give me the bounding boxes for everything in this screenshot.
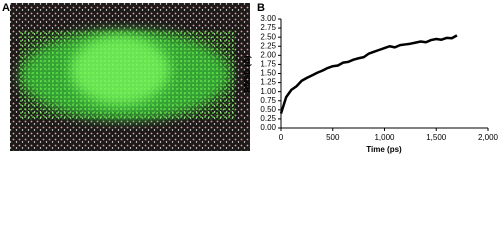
x-tick-label: 2,000 xyxy=(478,133,499,142)
y-tick-label: 1.25 xyxy=(260,78,276,87)
panel-label: B xyxy=(257,2,265,14)
y-tick-label: 0.00 xyxy=(260,123,276,132)
figure: A B Time (ps) RMSD (Å) 0.000.250.500.751… xyxy=(2,2,499,154)
y-tick-label: 1.75 xyxy=(260,60,276,69)
x-tick-label: 500 xyxy=(326,133,340,142)
y-axis-title: RMSD (Å) xyxy=(243,55,252,92)
y-tick-label: 0.25 xyxy=(260,114,276,123)
y-tick-label: 0.75 xyxy=(260,96,276,105)
x-tick-label: 0 xyxy=(279,133,284,142)
y-tick-label: 3.00 xyxy=(260,14,276,23)
y-tick-label: 2.50 xyxy=(260,32,276,41)
x-tick-label: 1,500 xyxy=(426,133,447,142)
x-axis-title: Time (ps) xyxy=(366,145,402,154)
y-tick-label: 2.75 xyxy=(260,23,276,32)
y-tick-label: 1.50 xyxy=(260,69,276,78)
molecular-image xyxy=(10,3,250,151)
y-tick-label: 2.00 xyxy=(260,50,276,59)
y-tick-label: 0.50 xyxy=(260,105,276,114)
rmsd-line xyxy=(279,34,458,114)
panel-label: A xyxy=(2,2,10,14)
y-tick-label: 1.00 xyxy=(260,87,276,96)
y-tick-label: 2.25 xyxy=(260,41,276,50)
x-tick-label: 1,000 xyxy=(374,133,395,142)
